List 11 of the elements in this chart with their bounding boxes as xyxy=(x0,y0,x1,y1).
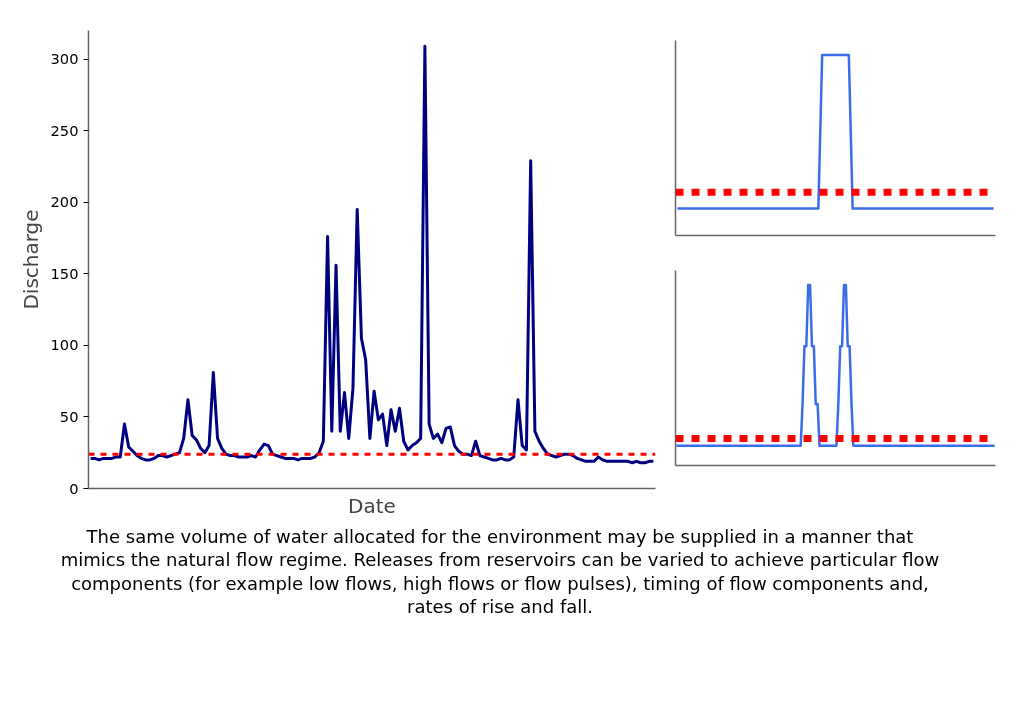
line-series xyxy=(89,44,655,465)
x-axis-title: Date xyxy=(348,493,396,518)
y-tick-label: 100 xyxy=(50,336,79,354)
y-tick-label: 0 xyxy=(69,479,79,497)
y-tick-label: 250 xyxy=(50,121,79,139)
y-tick-label: 50 xyxy=(59,407,79,425)
y-tick-label: 150 xyxy=(50,264,79,282)
y-axis-title: Discharge xyxy=(18,209,43,310)
y-tick-label: 200 xyxy=(50,193,79,211)
text: The same volume of water allocated for the environment may be supplied in a manner that mimics the natural flow regime. Releases from reservoirs can be varied to achieve particular flow components (for example low flows, high flows or flow pulses), timing of flow components and, rates of rise and fall. xyxy=(60,525,940,619)
y-tick-label: 300 xyxy=(50,50,79,68)
